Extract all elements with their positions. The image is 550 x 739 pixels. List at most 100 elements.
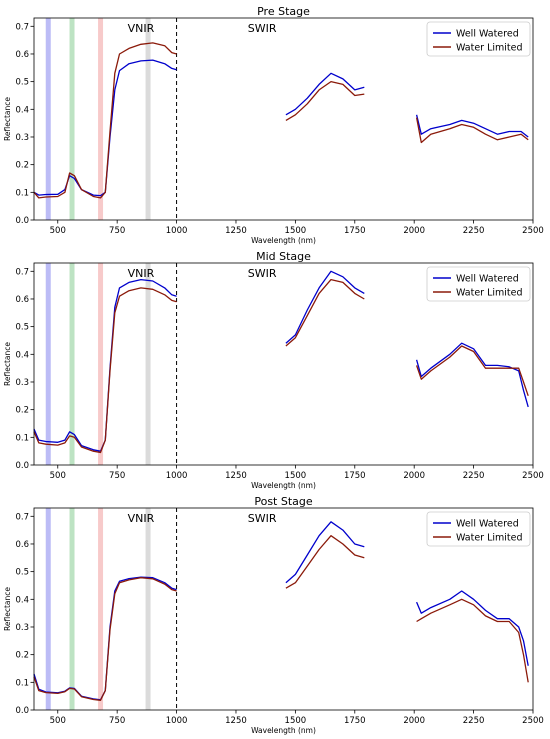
y-tick-label: 0.1 — [15, 678, 29, 688]
legend-box — [426, 21, 531, 57]
series-line-well-watered-seg-2 — [285, 521, 365, 584]
series-line-water-limited-seg-1 — [33, 42, 177, 199]
series-line-water-limited-seg-3 — [415, 117, 529, 144]
y-tick-label: 0.5 — [15, 78, 29, 88]
series-line-well-watered-seg-3 — [415, 342, 529, 408]
x-tick-label: 2000 — [403, 226, 425, 236]
subplot-1: Pre Stage VNIR SWIR 500 750 1000 1250 1500 1750 2… — [3, 5, 544, 245]
y-tick-label: 0.3 — [15, 623, 29, 633]
y-tick-label: 0.1 — [15, 433, 29, 443]
band-highlight-1 — [45, 18, 51, 220]
y-tick-label: 0.7 — [15, 267, 29, 277]
chart-title: Mid Stage — [256, 250, 311, 263]
region-label-swir: SWIR — [248, 512, 277, 525]
chart-title: Pre Stage — [257, 5, 310, 18]
axes-frame — [33, 262, 534, 466]
x-tick-label: 750 — [109, 226, 125, 236]
y-axis-label: Reflectance — [3, 97, 12, 141]
y-tick-label: 0.5 — [15, 323, 29, 333]
x-tick-label: 1250 — [225, 471, 247, 481]
legend-label-well-watered: Well Watered — [456, 29, 519, 40]
chart-title: Post Stage — [254, 495, 313, 508]
y-tick-label: 0.6 — [15, 50, 29, 60]
x-tick-label: 2500 — [522, 226, 544, 236]
x-tick-label: 1750 — [344, 226, 366, 236]
y-tick-label: 0.0 — [15, 461, 29, 471]
x-tick-label: 2500 — [522, 716, 544, 726]
region-label-swir: SWIR — [248, 267, 277, 280]
series-line-well-watered-seg-3 — [416, 590, 529, 666]
series-line-well-watered-seg-1 — [33, 278, 177, 452]
x-tick-label: 500 — [50, 226, 66, 236]
subplot-3: Post Stage VNIR SWIR 500 750 1000 1250 1500 1750… — [3, 495, 544, 735]
y-axis-label: Reflectance — [3, 587, 12, 631]
y-tick-label: 0.0 — [15, 706, 29, 716]
band-highlight-2 — [69, 263, 75, 465]
legend-label-well-watered: Well Watered — [456, 274, 519, 285]
x-tick-label: 2250 — [463, 471, 485, 481]
legend-box — [426, 266, 531, 302]
band-highlight-2 — [69, 508, 75, 710]
y-tick-label: 0.2 — [15, 406, 29, 416]
y-tick-label: 0.3 — [15, 133, 29, 143]
x-tick-label: 2500 — [522, 471, 544, 481]
y-tick-label: 0.1 — [15, 188, 29, 198]
series-line-water-limited-seg-2 — [285, 80, 365, 121]
y-tick-label: 0.7 — [15, 22, 29, 32]
band-highlight-3 — [98, 263, 104, 465]
x-axis-label: Wavelength (nm) — [251, 481, 316, 490]
axes-frame — [33, 17, 534, 221]
x-tick-label: 1250 — [225, 226, 247, 236]
series-line-water-limited-seg-3 — [415, 345, 529, 397]
y-tick-label: 0.0 — [15, 216, 29, 226]
x-tick-label: 1500 — [285, 226, 307, 236]
series-line-water-limited-seg-2 — [285, 535, 365, 589]
x-tick-label: 1500 — [285, 716, 307, 726]
x-tick-label: 2250 — [463, 716, 485, 726]
legend-label-water-limited: Water Limited — [456, 288, 523, 299]
series-line-water-limited-seg-2 — [285, 278, 365, 347]
y-tick-label: 0.6 — [15, 540, 29, 550]
y-tick-label: 0.7 — [15, 512, 29, 522]
legend-label-water-limited: Water Limited — [456, 43, 523, 54]
y-tick-label: 0.4 — [15, 350, 29, 360]
band-highlight-1 — [45, 508, 51, 710]
x-tick-label: 500 — [50, 716, 66, 726]
y-tick-label: 0.4 — [15, 105, 29, 115]
y-tick-label: 0.4 — [15, 595, 29, 605]
series-line-well-watered-seg-2 — [285, 72, 365, 116]
series-line-well-watered-seg-2 — [285, 270, 365, 344]
series-line-well-watered-seg-3 — [415, 114, 529, 138]
axes-frame — [33, 507, 534, 711]
band-highlight-4 — [145, 508, 151, 710]
y-tick-label: 0.3 — [15, 378, 29, 388]
x-tick-label: 1750 — [344, 471, 366, 481]
band-highlight-3 — [98, 18, 104, 220]
series-line-water-limited-seg-3 — [416, 598, 529, 683]
region-label-swir: SWIR — [248, 22, 277, 35]
legend-label-well-watered: Well Watered — [456, 519, 519, 530]
y-tick-label: 0.6 — [15, 295, 29, 305]
region-label-vnir: VNIR — [128, 512, 155, 525]
x-tick-label: 1500 — [285, 471, 307, 481]
x-tick-label: 500 — [50, 471, 66, 481]
region-label-vnir: VNIR — [128, 267, 155, 280]
x-tick-label: 2000 — [403, 716, 425, 726]
x-axis-label: Wavelength (nm) — [251, 236, 316, 245]
x-tick-label: 750 — [109, 471, 125, 481]
x-tick-label: 1000 — [166, 471, 188, 481]
y-tick-label: 0.2 — [15, 651, 29, 661]
band-highlight-2 — [69, 18, 75, 220]
x-tick-label: 1250 — [225, 716, 247, 726]
legend-label-water-limited: Water Limited — [456, 533, 523, 544]
x-tick-label: 2250 — [463, 226, 485, 236]
series-line-well-watered-seg-1 — [33, 576, 177, 701]
legend-box — [426, 511, 531, 547]
series-line-water-limited-seg-1 — [33, 287, 177, 454]
x-axis-label: Wavelength (nm) — [251, 726, 316, 735]
band-highlight-4 — [145, 18, 151, 220]
y-tick-label: 0.5 — [15, 568, 29, 578]
series-line-water-limited-seg-1 — [33, 577, 177, 701]
x-tick-label: 1000 — [166, 716, 188, 726]
